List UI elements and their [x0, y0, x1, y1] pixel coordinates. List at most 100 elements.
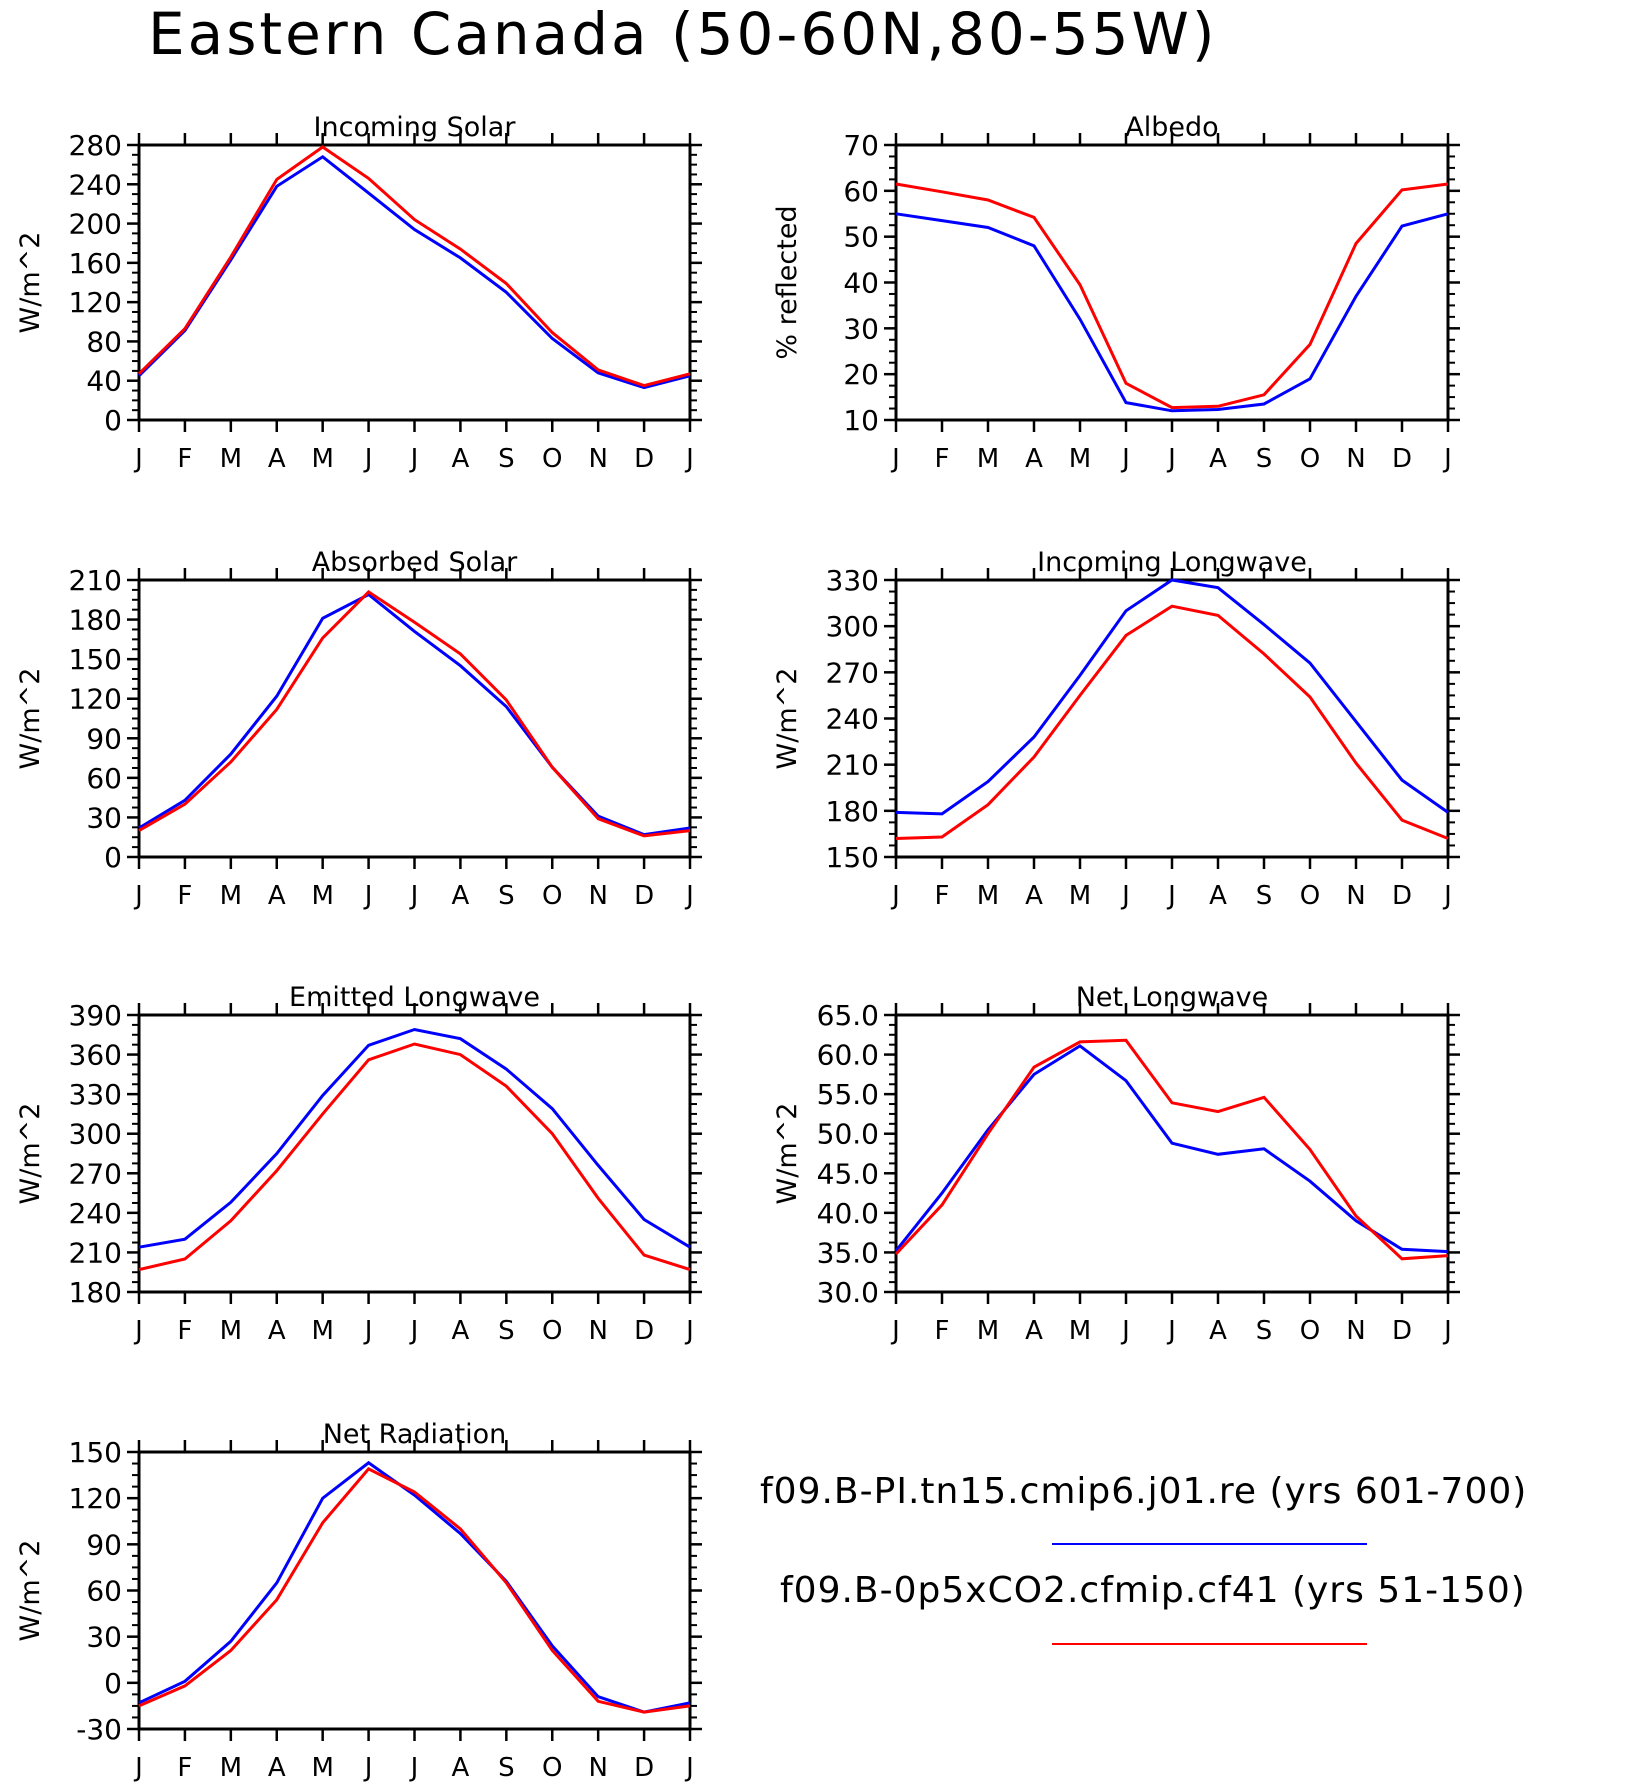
x-tick-label: J — [133, 1753, 143, 1783]
x-tick-label: M — [220, 444, 242, 474]
legend-line-0p5xco2 — [1052, 1643, 1367, 1645]
x-tick-label: N — [1346, 1316, 1365, 1346]
x-tick-label: J — [684, 444, 694, 474]
y-tick-label: 150 — [69, 643, 122, 676]
panel-incoming-longwave: Incoming LongwaveW/m^2150180210240270300… — [772, 547, 1460, 911]
series-line-absorbed-solar-0 — [138, 592, 691, 837]
y-tick-label: 180 — [826, 795, 879, 828]
x-tick-label: A — [268, 444, 286, 474]
x-tick-label: J — [133, 444, 143, 474]
x-tick-label: J — [1166, 444, 1176, 474]
x-tick-label: M — [311, 1316, 333, 1346]
y-tick-label: 330 — [826, 564, 879, 597]
y-axis-label-incoming-longwave: W/m^2 — [772, 668, 803, 770]
y-tick-label: 50.0 — [817, 1118, 879, 1151]
x-tick-label: D — [634, 881, 654, 911]
y-tick-label: 240 — [69, 1197, 122, 1230]
y-tick-label: 40 — [843, 267, 879, 300]
series-line-albedo-0 — [895, 212, 1449, 413]
plot-frame-incoming-longwave — [894, 578, 1450, 859]
y-tick-label: 55.0 — [817, 1078, 879, 1111]
x-tick-label: A — [1209, 1316, 1227, 1346]
x-tick-label: M — [1069, 881, 1091, 911]
y-tick-label: 90 — [86, 722, 122, 755]
x-tick-label: M — [1069, 444, 1091, 474]
x-tick-label: J — [890, 1316, 900, 1346]
x-tick-label: F — [177, 1753, 192, 1783]
x-tick-label: A — [268, 1316, 286, 1346]
x-tick-label: M — [1069, 1316, 1091, 1346]
x-tick-label: N — [588, 881, 607, 911]
x-tick-label: M — [220, 881, 242, 911]
x-tick-label: J — [684, 1316, 694, 1346]
x-tick-label: A — [452, 1753, 470, 1783]
x-tick-label: O — [542, 881, 562, 911]
x-tick-label: S — [498, 444, 515, 474]
y-axis-label-emitted-longwave: W/m^2 — [15, 1103, 46, 1205]
series-line-albedo-1 — [895, 182, 1449, 410]
legend-label-0p5xco2: f09.B-0p5xCO2.cfmip.cf41 (yrs 51-150) — [780, 1570, 1526, 1611]
x-tick-label: O — [542, 444, 562, 474]
x-tick-label: O — [1300, 444, 1320, 474]
x-tick-label: A — [452, 444, 470, 474]
x-tick-label: M — [311, 444, 333, 474]
x-tick-label: J — [409, 881, 419, 911]
plot-frame-net-longwave — [894, 1013, 1450, 1294]
y-tick-label: 50 — [843, 221, 879, 254]
x-tick-label: N — [1346, 444, 1365, 474]
x-tick-label: J — [363, 444, 373, 474]
x-tick-label: D — [634, 1316, 654, 1346]
y-tick-label: 390 — [69, 999, 122, 1032]
x-tick-label: A — [452, 1316, 470, 1346]
y-tick-label: 210 — [826, 749, 879, 782]
x-tick-label: F — [935, 881, 950, 911]
y-axis-label-net-longwave: W/m^2 — [772, 1103, 803, 1205]
y-tick-label: 40.0 — [817, 1197, 879, 1230]
x-tick-label: D — [1392, 881, 1412, 911]
y-tick-label: 60 — [86, 762, 122, 795]
x-tick-label: A — [1025, 444, 1043, 474]
series-line-incoming-solar-1 — [137, 145, 691, 388]
x-tick-label: S — [1256, 881, 1273, 911]
x-tick-label: J — [409, 1753, 419, 1783]
y-tick-label: 70 — [843, 129, 879, 162]
y-tick-label: 300 — [69, 1118, 122, 1151]
x-tick-label: J — [1442, 1316, 1452, 1346]
y-tick-label: 30 — [843, 312, 879, 345]
x-tick-label: O — [1300, 881, 1320, 911]
x-tick-label: N — [588, 1753, 607, 1783]
legend-line-pi — [1052, 1543, 1367, 1545]
x-tick-label: O — [542, 1316, 562, 1346]
series-line-net-longwave-1 — [894, 1038, 1449, 1261]
x-tick-label: M — [311, 1753, 333, 1783]
y-tick-label: 200 — [69, 208, 122, 241]
x-tick-label: D — [634, 1753, 654, 1783]
panel-incoming-solar: Incoming SolarW/m^204080120160200240280J… — [15, 112, 702, 474]
x-tick-label: J — [1120, 881, 1130, 911]
x-tick-label: D — [1392, 444, 1412, 474]
y-tick-label: 35.0 — [817, 1236, 879, 1269]
x-tick-label: J — [133, 881, 143, 911]
y-tick-label: 120 — [69, 286, 122, 319]
y-tick-label: 90 — [86, 1528, 122, 1561]
y-tick-label: 65.0 — [817, 999, 879, 1032]
y-tick-label: 30.0 — [817, 1276, 879, 1309]
x-tick-label: D — [634, 444, 654, 474]
y-tick-label: 210 — [69, 564, 122, 597]
plot-frame-incoming-solar — [137, 143, 692, 422]
x-tick-label: J — [1120, 444, 1130, 474]
y-tick-label: 270 — [826, 656, 879, 689]
x-tick-label: S — [498, 1753, 515, 1783]
y-axis-label-albedo: % reflected — [772, 205, 803, 359]
x-tick-label: J — [409, 1316, 419, 1346]
series-line-absorbed-solar-1 — [138, 589, 691, 838]
x-tick-label: J — [890, 444, 900, 474]
x-tick-label: J — [409, 444, 419, 474]
x-tick-label: M — [220, 1753, 242, 1783]
y-tick-label: 20 — [843, 358, 879, 391]
x-tick-label: F — [177, 1316, 192, 1346]
y-tick-label: 240 — [69, 168, 122, 201]
x-tick-label: F — [177, 881, 192, 911]
